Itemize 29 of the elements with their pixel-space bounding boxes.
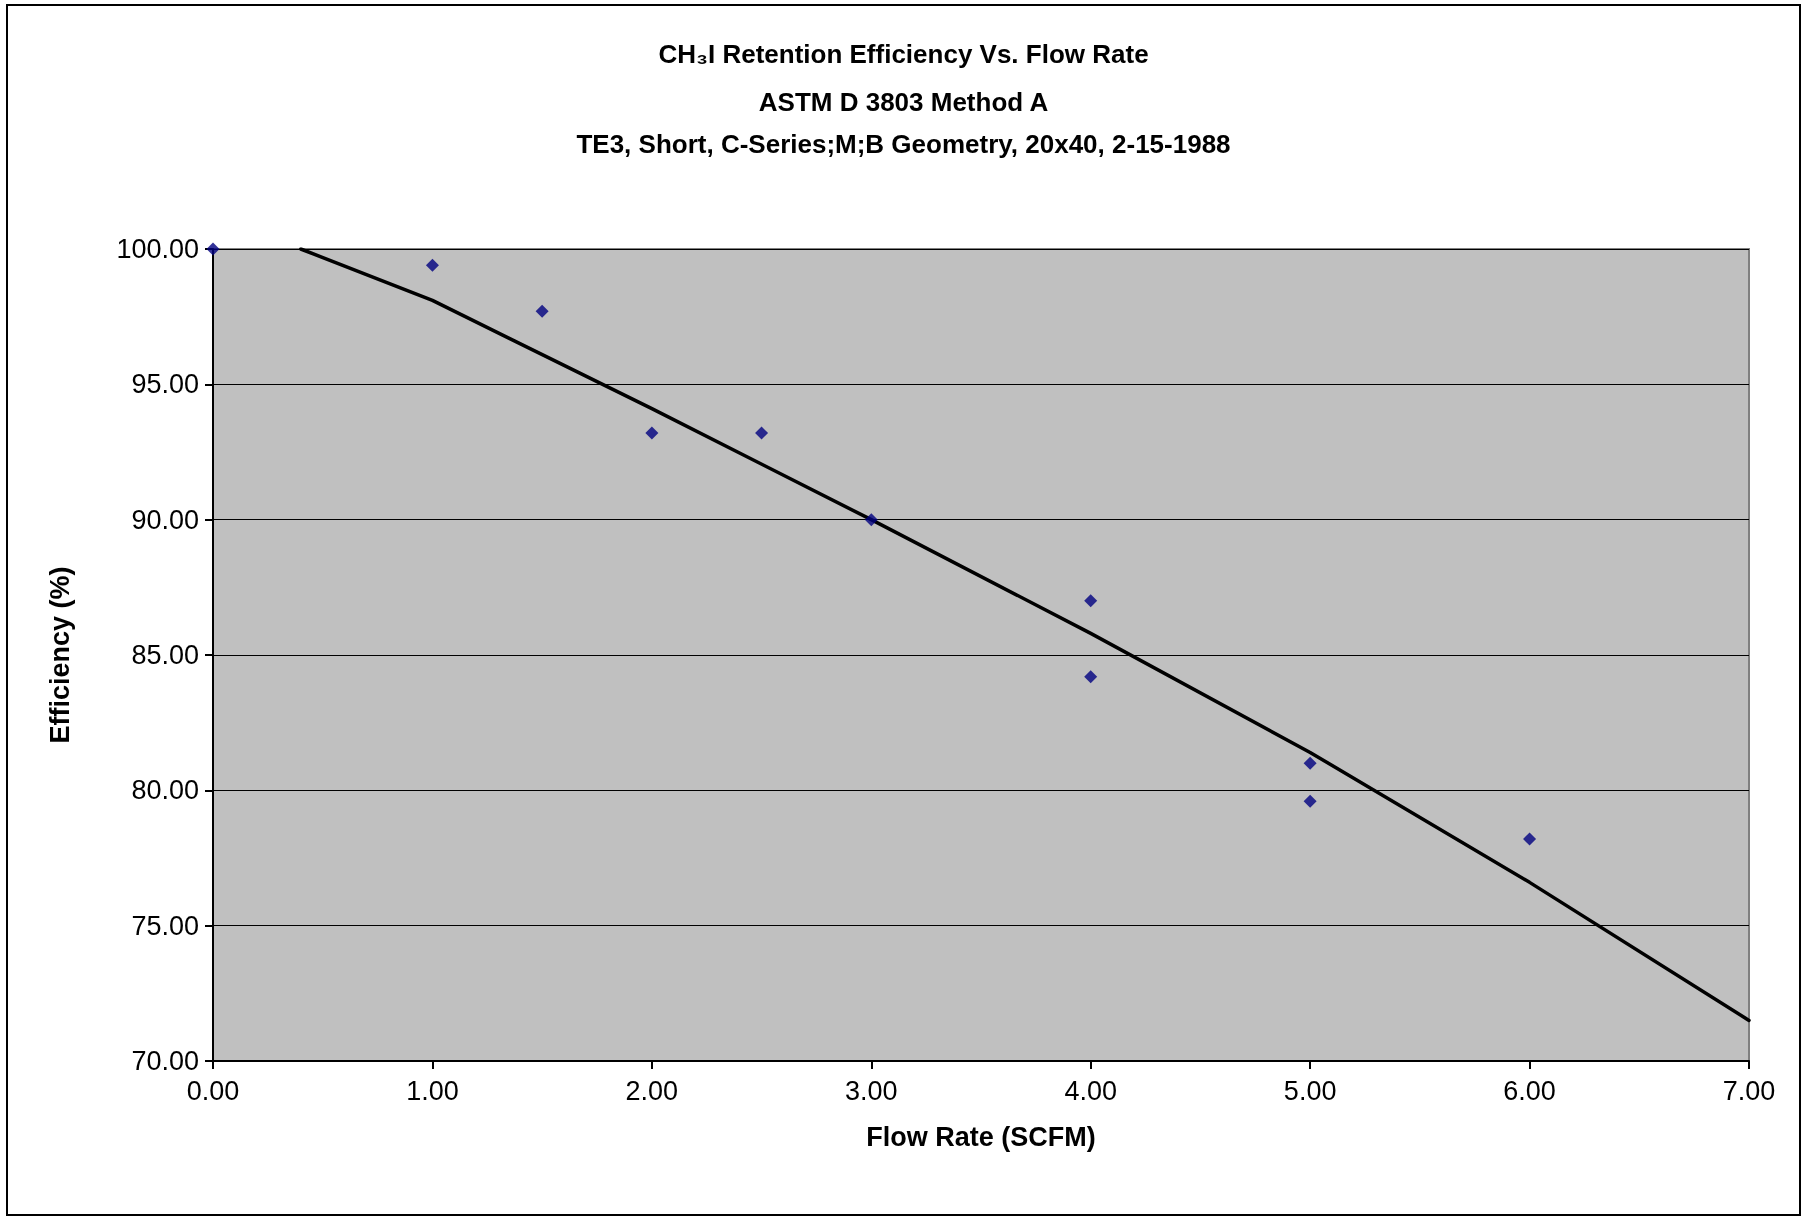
x-tick-label: 3.00 [845, 1075, 898, 1106]
x-tick-label: 7.00 [1722, 1075, 1776, 1106]
y-tick-label: 100.00 [116, 234, 199, 264]
x-tick-label: 6.00 [1503, 1075, 1556, 1106]
y-tick-label: 70.00 [131, 1046, 199, 1076]
x-tick-label: 2.00 [625, 1075, 679, 1106]
x-axis-title: Flow Rate (SCFM) [866, 1121, 1096, 1152]
point [1303, 756, 1317, 770]
x-tick-label: 4.00 [1064, 1075, 1117, 1106]
y-tick-label: 95.00 [131, 369, 199, 400]
y-axis-title: Efficiency (%) [44, 566, 75, 744]
x-tick-label: 0.00 [186, 1075, 240, 1106]
y-tick-label: 80.00 [131, 775, 199, 806]
point [1303, 794, 1317, 808]
point [425, 258, 439, 272]
x-tick-label: 1.00 [406, 1075, 459, 1106]
chart-subtitle: ASTM D 3803 Method A TE3, Short, C-Series;M;B Geometry, 20x40, 2-15-1988 [576, 87, 1231, 159]
point [535, 304, 549, 318]
y-tick-label: 75.00 [131, 910, 199, 941]
y-tick-label: 90.00 [131, 504, 199, 535]
point [1084, 670, 1098, 684]
point [1523, 832, 1537, 846]
chart-title: CH₃I Retention Efficiency Vs. Flow Rate [658, 39, 1149, 69]
point [645, 426, 659, 440]
x-tick-label: 5.00 [1283, 1075, 1337, 1106]
point [1084, 594, 1098, 608]
point [864, 513, 878, 527]
point [755, 426, 769, 440]
y-tick-label: 85.00 [131, 640, 199, 670]
